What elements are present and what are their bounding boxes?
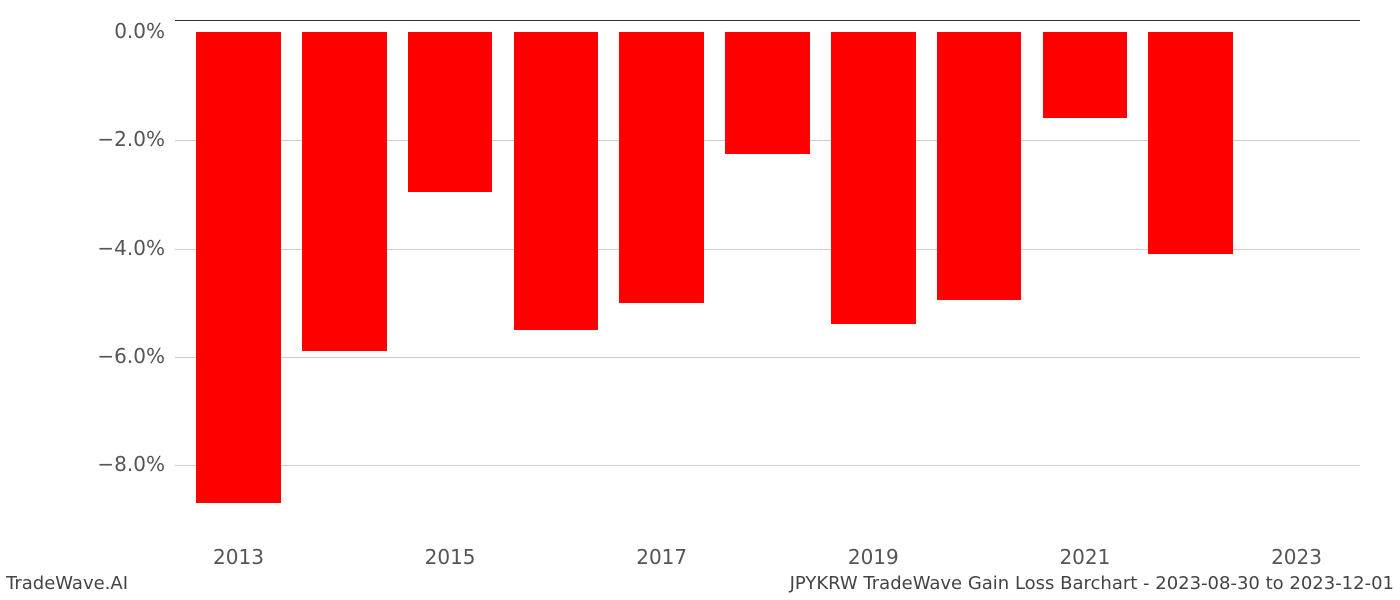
bar-2021 xyxy=(1043,32,1128,119)
bar-2014 xyxy=(302,32,387,352)
x-axis-tick-label: 2015 xyxy=(425,545,476,569)
y-axis-tick-label: −4.0% xyxy=(97,236,165,260)
footer-left-brand: TradeWave.AI xyxy=(6,573,128,594)
x-axis-tick-label: 2019 xyxy=(848,545,899,569)
bar-2019 xyxy=(831,32,916,325)
gridline xyxy=(175,465,1360,466)
footer-right-caption: JPYKRW TradeWave Gain Loss Barchart - 20… xyxy=(790,573,1394,594)
x-axis-tick-label: 2017 xyxy=(636,545,687,569)
x-axis-tick-label: 2013 xyxy=(213,545,264,569)
plot-surface xyxy=(175,20,1360,540)
gridline xyxy=(175,357,1360,358)
bar-2018 xyxy=(725,32,810,154)
chart-plot-area xyxy=(175,20,1360,540)
y-axis-tick-label: 0.0% xyxy=(114,19,165,43)
bar-2022 xyxy=(1148,32,1233,254)
bar-2015 xyxy=(408,32,493,192)
bar-2016 xyxy=(514,32,599,330)
bar-2013 xyxy=(196,32,281,503)
bar-2020 xyxy=(937,32,1022,300)
y-axis-tick-label: −2.0% xyxy=(97,127,165,151)
y-axis-tick-label: −6.0% xyxy=(97,344,165,368)
bar-2017 xyxy=(619,32,704,303)
x-axis-tick-label: 2023 xyxy=(1271,545,1322,569)
x-axis-tick-label: 2021 xyxy=(1059,545,1110,569)
y-axis-tick-label: −8.0% xyxy=(97,452,165,476)
